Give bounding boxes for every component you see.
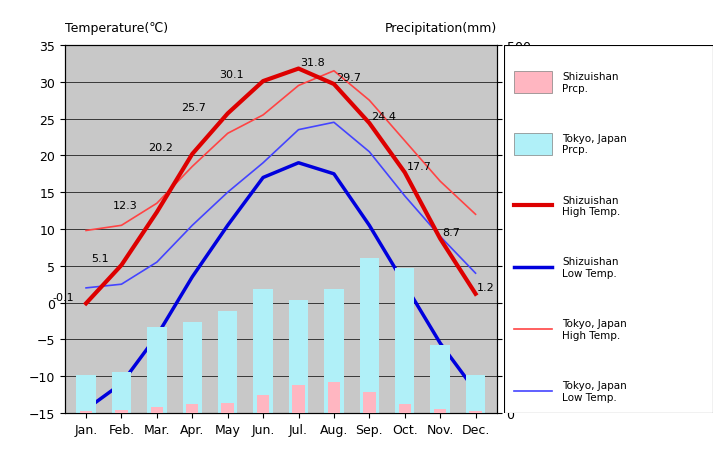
Bar bbox=[289, 300, 308, 413]
Bar bbox=[80, 411, 92, 413]
Text: Tokyo, Japan
Prcp.: Tokyo, Japan Prcp. bbox=[562, 134, 627, 155]
Bar bbox=[363, 392, 376, 413]
Text: 30.1: 30.1 bbox=[219, 70, 243, 80]
Bar bbox=[469, 411, 482, 413]
Text: 25.7: 25.7 bbox=[181, 102, 207, 112]
Text: Shizuishan
Low Temp.: Shizuishan Low Temp. bbox=[562, 257, 619, 279]
Bar bbox=[76, 375, 96, 413]
Bar bbox=[324, 290, 343, 413]
Bar bbox=[183, 322, 202, 413]
Bar bbox=[395, 269, 415, 413]
Text: 20.2: 20.2 bbox=[148, 143, 173, 153]
Bar bbox=[218, 312, 238, 413]
Bar bbox=[257, 396, 269, 413]
Text: 1.2: 1.2 bbox=[477, 282, 495, 292]
Bar bbox=[147, 327, 166, 413]
Bar bbox=[222, 403, 234, 413]
Bar bbox=[328, 382, 340, 413]
Text: 12.3: 12.3 bbox=[112, 201, 138, 211]
FancyBboxPatch shape bbox=[514, 133, 552, 155]
Text: Tokyo, Japan
High Temp.: Tokyo, Japan High Temp. bbox=[562, 319, 627, 340]
FancyBboxPatch shape bbox=[514, 72, 552, 94]
Text: 8.7: 8.7 bbox=[442, 227, 460, 237]
Text: 17.7: 17.7 bbox=[407, 161, 431, 171]
Bar bbox=[253, 290, 273, 413]
Text: Shizuishan
High Temp.: Shizuishan High Temp. bbox=[562, 195, 621, 217]
Text: Shizuishan
Prcp.: Shizuishan Prcp. bbox=[562, 72, 619, 93]
Bar bbox=[434, 409, 446, 413]
Bar bbox=[399, 404, 411, 413]
Bar bbox=[112, 372, 131, 413]
Text: -0.1: -0.1 bbox=[52, 292, 73, 302]
Bar bbox=[186, 404, 199, 413]
Bar bbox=[292, 385, 305, 413]
Bar bbox=[150, 407, 163, 413]
Text: 5.1: 5.1 bbox=[91, 254, 109, 264]
Text: 31.8: 31.8 bbox=[300, 58, 325, 68]
Bar bbox=[359, 259, 379, 413]
Text: Precipitation(mm): Precipitation(mm) bbox=[384, 22, 497, 35]
Text: 24.4: 24.4 bbox=[371, 112, 396, 122]
Text: Tokyo, Japan
Low Temp.: Tokyo, Japan Low Temp. bbox=[562, 381, 627, 402]
Bar bbox=[115, 410, 127, 413]
Bar bbox=[466, 375, 485, 413]
Text: Temperature(℃): Temperature(℃) bbox=[65, 22, 168, 35]
Text: 29.7: 29.7 bbox=[336, 73, 361, 83]
Bar bbox=[431, 345, 450, 413]
